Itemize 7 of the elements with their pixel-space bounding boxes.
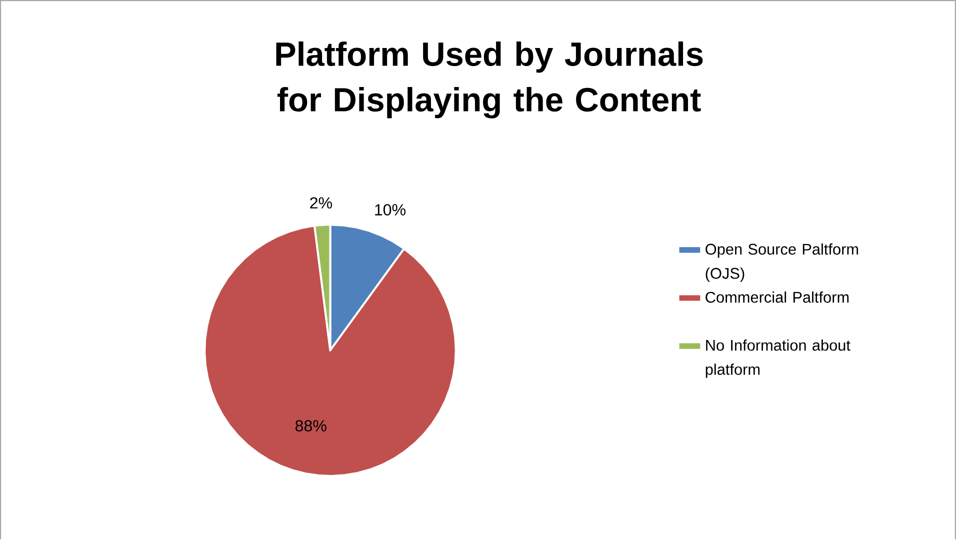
chart-title: Platform Used by Journals for Displaying the Content	[276, 42, 703, 118]
data-label: 88%	[295, 420, 326, 432]
legend-label: No Information about platform	[706, 340, 850, 378]
data-label: 10%	[375, 204, 406, 216]
data-label: 2%	[310, 197, 332, 209]
legend-label: Open Source Paltform (OJS)	[706, 243, 858, 282]
legend-label: Commercial Paltform	[706, 291, 849, 303]
